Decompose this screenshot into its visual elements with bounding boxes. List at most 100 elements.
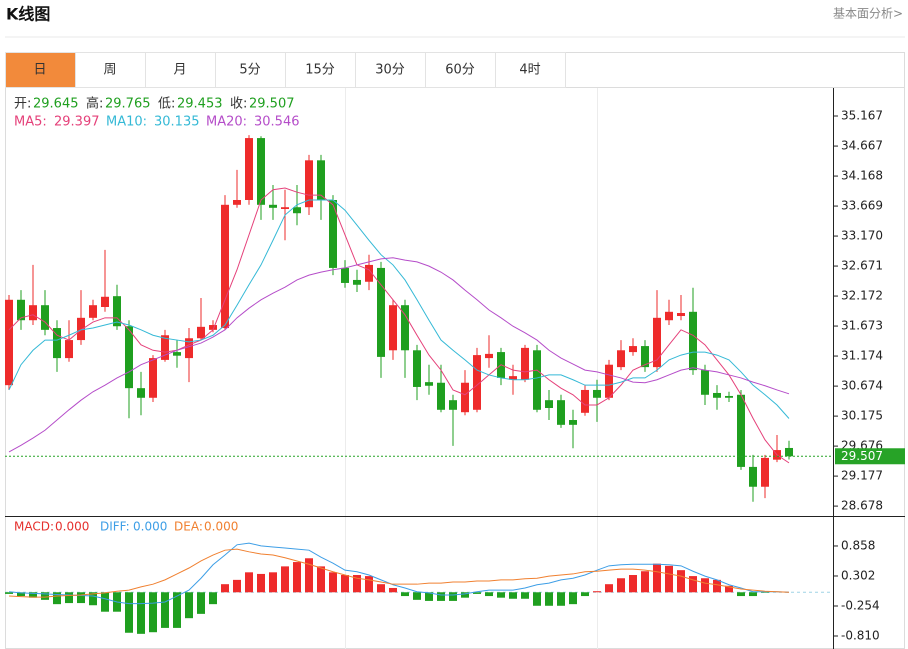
- candle-body: [365, 264, 373, 282]
- legend-name: MACD:: [14, 520, 54, 534]
- macd-bar: [29, 592, 37, 598]
- tab-background[interactable]: [355, 52, 426, 88]
- ohlc-name: 收:: [230, 97, 247, 112]
- tab-label[interactable]: 4时: [519, 63, 540, 78]
- candle-body: [461, 382, 469, 413]
- candle-body: [125, 326, 133, 389]
- candle-body: [5, 299, 13, 386]
- macd-bar: [665, 565, 673, 593]
- candle-body: [785, 447, 793, 457]
- macd-bar: [353, 575, 361, 593]
- candle-body: [173, 352, 181, 356]
- macd-bar: [377, 584, 385, 593]
- candle-body: [185, 338, 193, 359]
- tab-background[interactable]: [425, 52, 496, 88]
- macd-bar: [569, 592, 577, 605]
- candle-body: [581, 389, 589, 413]
- candle-body: [737, 394, 745, 467]
- candle-body: [101, 296, 109, 308]
- candle-body: [281, 207, 289, 210]
- tab-background[interactable]: [495, 52, 566, 88]
- y-tick-label: 30.674: [841, 379, 883, 393]
- y-tick-label: 30.175: [841, 409, 883, 423]
- fundamental-link[interactable]: 基本面分析>: [833, 7, 903, 21]
- macd-bar: [497, 592, 505, 598]
- macd-bar: [293, 562, 301, 593]
- macd-bar: [617, 578, 625, 593]
- candle-body: [293, 207, 301, 214]
- y-tick-label: 34.667: [841, 139, 883, 153]
- macd-bar: [449, 592, 457, 601]
- candle-body: [161, 335, 169, 360]
- ohlc-name: 低:: [158, 97, 175, 112]
- tab-label[interactable]: 月: [173, 63, 186, 78]
- macd-bar: [677, 570, 685, 593]
- macd-bar: [161, 592, 169, 628]
- tab-background[interactable]: [5, 52, 76, 88]
- y-tick-label: -0.254: [841, 598, 880, 612]
- macd-bar: [101, 592, 109, 612]
- tab-label[interactable]: 日: [33, 63, 46, 78]
- macd-bar: [533, 592, 541, 606]
- macd-bar: [281, 566, 289, 593]
- macd-bar: [17, 592, 25, 597]
- macd-line: [8, 542, 790, 605]
- last-price-label: 29.507: [841, 449, 883, 463]
- candle-body: [545, 400, 553, 408]
- candle-body: [713, 392, 721, 398]
- y-tick-label: 31.673: [841, 319, 883, 333]
- candle-body: [761, 457, 769, 487]
- legend-value: 30.546: [254, 115, 300, 130]
- macd-bar: [5, 592, 13, 594]
- candle-body: [401, 305, 409, 351]
- candle-body: [53, 328, 61, 359]
- y-tick-label: 0.302: [841, 568, 875, 582]
- candle-body: [113, 296, 121, 327]
- tab-label[interactable]: 15分: [305, 63, 335, 78]
- candle-body: [269, 204, 277, 208]
- candle-body: [629, 346, 637, 353]
- tab-label[interactable]: 60分: [445, 63, 475, 78]
- candle-body: [137, 388, 145, 398]
- candle-body: [569, 420, 577, 425]
- candle-body: [437, 382, 445, 410]
- tab-label[interactable]: 周: [103, 63, 116, 78]
- macd-bar: [257, 573, 265, 593]
- tab-label[interactable]: 5分: [239, 63, 260, 78]
- macd-bar: [389, 587, 397, 593]
- macd-bar: [413, 592, 421, 600]
- candle-body: [413, 350, 421, 387]
- candle-body: [425, 382, 433, 386]
- macd-bar: [713, 579, 721, 593]
- candle-body: [221, 204, 229, 329]
- tab-label[interactable]: 30分: [375, 63, 405, 78]
- y-tick-label: 33.669: [841, 199, 883, 213]
- legend-name: MA20:: [206, 115, 247, 130]
- macd-bar: [305, 558, 313, 593]
- y-tick-label: 32.172: [841, 289, 883, 303]
- candle-body: [257, 138, 265, 205]
- ohlc-name: 高:: [86, 96, 103, 112]
- macd-bar: [425, 592, 433, 601]
- candle-body: [605, 364, 613, 398]
- candle-body: [521, 347, 529, 380]
- macd-bar: [149, 592, 157, 633]
- legend-name: DEA:: [174, 520, 203, 534]
- candle-body: [449, 400, 457, 410]
- candle-body: [89, 305, 97, 318]
- candle-body: [65, 340, 73, 359]
- macd-bar: [749, 592, 757, 597]
- macd-bar: [689, 576, 697, 593]
- legend-value: 29.397: [54, 115, 100, 130]
- tab-background[interactable]: [215, 52, 286, 88]
- candle-body: [341, 267, 349, 283]
- macd-bar: [221, 584, 229, 593]
- moving-average-line: [8, 199, 790, 419]
- tab-background[interactable]: [285, 52, 356, 88]
- y-tick-label: 0.858: [841, 538, 875, 552]
- candle-body: [677, 313, 685, 317]
- macd-bar: [701, 578, 709, 593]
- macd-bar: [41, 592, 49, 600]
- candle-body: [305, 160, 313, 208]
